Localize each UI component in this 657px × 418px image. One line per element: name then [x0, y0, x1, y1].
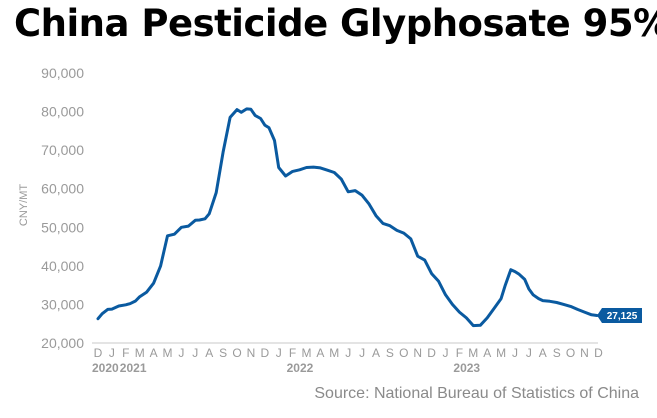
x-tick-label: M: [135, 346, 145, 360]
x-tick-label: J: [512, 346, 518, 360]
x-tick-label: S: [219, 346, 227, 360]
y-tick-label: 50,000: [41, 219, 84, 235]
year-axis: 2020 2021 2022 2023: [92, 361, 480, 375]
x-tick-label: D: [427, 346, 436, 360]
y-tick-label: 70,000: [41, 142, 84, 158]
y-tick-label: 20,000: [41, 335, 84, 351]
y-tick-label: 60,000: [41, 181, 84, 197]
y-tick-label: 40,000: [41, 258, 84, 274]
x-tick-label: S: [553, 346, 561, 360]
x-tick-label: A: [539, 346, 547, 360]
year-label: 2020: [92, 361, 119, 375]
x-tick-label: J: [526, 346, 532, 360]
x-tick-label: O: [566, 346, 575, 360]
x-tick-label: J: [443, 346, 449, 360]
year-label: 2023: [453, 361, 480, 375]
chart-title: China Pesticide Glyphosate 95%: [14, 2, 657, 45]
y-tick-label: 90,000: [41, 65, 84, 81]
year-label: 2022: [287, 361, 314, 375]
y-tick-label: 80,000: [41, 104, 84, 120]
x-tick-label: M: [496, 346, 506, 360]
x-tick-label: F: [289, 346, 296, 360]
source-note: Source: National Bureau of Statistics of…: [314, 385, 639, 402]
year-label: 2021: [120, 361, 147, 375]
x-tick-label: F: [456, 346, 463, 360]
end-value-label-bg: [597, 308, 642, 324]
x-tick-label: N: [580, 346, 589, 360]
x-tick-label: F: [122, 346, 129, 360]
x-tick-label: O: [399, 346, 408, 360]
x-tick-label: J: [192, 346, 198, 360]
x-tick-label: D: [94, 346, 103, 360]
x-tick-label: A: [316, 346, 324, 360]
x-tick-label: O: [232, 346, 241, 360]
x-tick-label: M: [329, 346, 339, 360]
x-tick-label: D: [594, 346, 603, 360]
y-axis-title: CNY/MT: [18, 184, 30, 226]
x-tick-label: D: [260, 346, 269, 360]
x-tick-label: J: [359, 346, 365, 360]
x-tick-label: A: [205, 346, 213, 360]
x-tick-label: A: [483, 346, 491, 360]
x-tick-label: A: [372, 346, 380, 360]
series-line: [96, 107, 599, 328]
x-tick-label: J: [345, 346, 351, 360]
x-tick-label: J: [109, 346, 115, 360]
end-value-label: 27,125: [597, 308, 642, 324]
x-tick-label: N: [413, 346, 422, 360]
x-tick-label: M: [302, 346, 312, 360]
x-tick-label: S: [386, 346, 394, 360]
x-tick-label: M: [468, 346, 478, 360]
x-tick-label: M: [163, 346, 173, 360]
x-tick-label: J: [178, 346, 184, 360]
y-tick-label: 30,000: [41, 296, 84, 312]
x-tick-label: J: [276, 346, 282, 360]
y-axis: 20,000 30,000 40,000 50,000 60,000 70,000 80,0…: [41, 65, 84, 351]
end-value-label-text: 27,125: [607, 311, 638, 322]
x-tick-label: A: [150, 346, 158, 360]
x-tick-label: N: [247, 346, 256, 360]
